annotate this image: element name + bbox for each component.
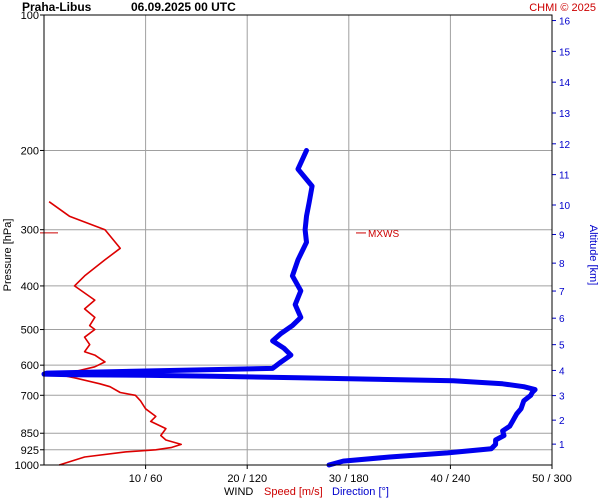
x-axis-label-speed: Speed [m/s] [264, 486, 323, 498]
altitude-tick-label: 2 [559, 416, 565, 427]
y-axis-label: Pressure [hPa] [2, 219, 14, 292]
altitude-tick-label: 1 [559, 440, 565, 451]
pressure-tick-label: 925 [21, 445, 39, 457]
pressure-tick-label: 400 [21, 281, 39, 293]
pressure-tick-label: 300 [21, 225, 39, 237]
altitude-tick-label: 11 [559, 171, 570, 182]
y2-axis-label: Altitude [km] [587, 225, 599, 286]
x-axis-label-wind: WIND [224, 486, 253, 498]
chart-subtitle: 06.09.2025 00 UTC [131, 0, 236, 14]
altitude-tick-label: 9 [559, 230, 565, 241]
altitude-tick-label: 8 [559, 259, 565, 270]
chart-title: Praha-Libus [22, 0, 92, 14]
altitude-tick-label: 16 [559, 17, 571, 28]
pressure-tick-label: 600 [21, 360, 39, 372]
altitude-tick-label: 10 [559, 201, 571, 212]
altitude-tick-label: 13 [559, 109, 571, 120]
altitude-tick-label: 12 [559, 140, 571, 151]
wind-tick-label: 40 / 240 [431, 473, 471, 485]
altitude-tick-label: 14 [559, 78, 571, 89]
mxws-annotation: MXWS [368, 229, 399, 240]
plot-frame [43, 14, 553, 466]
altitude-tick-label: 5 [559, 341, 565, 352]
pressure-tick-label: 100 [21, 10, 39, 22]
direction-series-line [41, 148, 538, 468]
pressure-tick-label: 1000 [15, 460, 39, 472]
pressure-tick-label: 200 [21, 145, 39, 157]
altitude-tick-label: 6 [559, 314, 565, 325]
pressure-tick-label: 500 [21, 325, 39, 337]
chart-credit: CHMI © 2025 [529, 2, 596, 14]
wind-tick-label: 50 / 300 [532, 473, 572, 485]
direction-series-layer [41, 148, 538, 468]
altitude-tick-label: 7 [559, 287, 565, 298]
pressure-tick-label: 700 [21, 390, 39, 402]
pressure-tick-label: 850 [21, 428, 39, 440]
wind-tick-label: 20 / 120 [227, 473, 267, 485]
x-axis-label-direction: Direction [°] [332, 486, 389, 498]
altitude-tick-label: 4 [559, 366, 565, 377]
wind-tick-label: 30 / 180 [329, 473, 369, 485]
altitude-tick-label: 3 [559, 392, 565, 403]
altitude-tick-label: 15 [559, 47, 571, 58]
wind-tick-label: 10 / 60 [129, 473, 163, 485]
